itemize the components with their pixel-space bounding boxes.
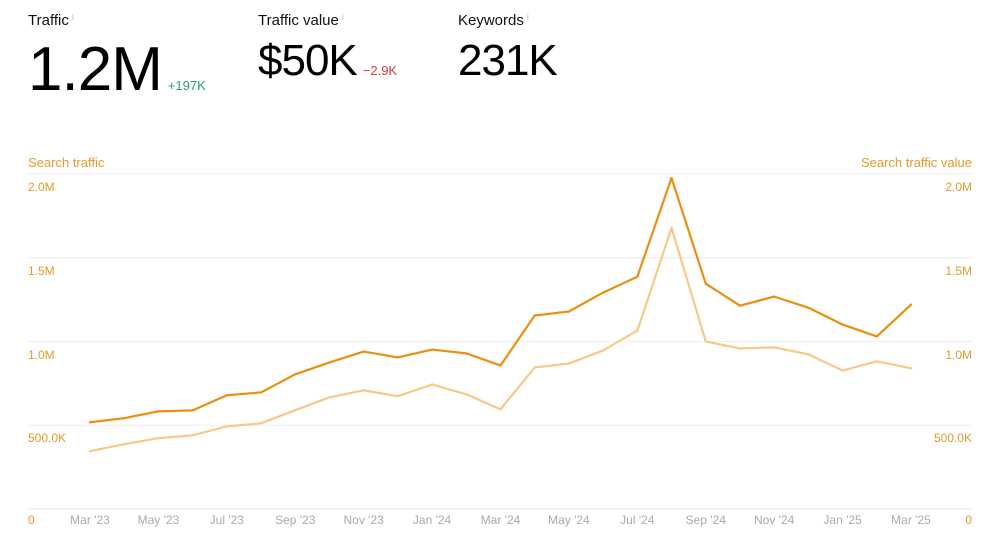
right-tick-label: 0 — [965, 513, 972, 527]
keywords-label: Keywords — [458, 12, 524, 29]
data-point[interactable] — [328, 361, 331, 364]
left-tick-label: 0 — [28, 513, 35, 527]
left-tick-label: 1.5M — [28, 263, 55, 278]
right-tick-label: 500.0K — [933, 431, 972, 446]
data-point[interactable] — [875, 335, 878, 338]
data-point[interactable] — [259, 391, 263, 394]
keywords-value: 231K — [458, 36, 558, 85]
right-tick-label: 1.0M — [945, 347, 972, 362]
data-point[interactable] — [294, 373, 297, 376]
data-point[interactable] — [191, 409, 194, 412]
right-tick-label: 2.0M — [945, 180, 972, 194]
info-icon[interactable]: i — [341, 12, 344, 22]
x-tick-label: Sep '24 — [685, 513, 726, 527]
left-tick-label: 500.0K — [28, 431, 67, 446]
data-point[interactable] — [499, 364, 502, 367]
data-point[interactable] — [88, 421, 92, 424]
x-tick-label: Nov '24 — [754, 513, 795, 527]
data-point[interactable] — [670, 226, 673, 230]
data-point[interactable] — [772, 295, 776, 298]
left-axis-title: Search traffic — [28, 155, 105, 170]
x-tick-label: Nov '23 — [343, 513, 384, 527]
data-point[interactable] — [601, 349, 605, 352]
data-point[interactable] — [499, 408, 502, 411]
data-point[interactable] — [294, 408, 297, 412]
data-point[interactable] — [430, 348, 434, 351]
data-point[interactable] — [601, 291, 605, 294]
traffic-delta: +197K — [167, 78, 206, 93]
x-tick-label: May '23 — [137, 513, 180, 527]
traffic-label: Traffic — [28, 12, 69, 29]
info-icon[interactable]: i — [526, 12, 529, 22]
data-point[interactable] — [123, 443, 126, 446]
x-tick-label: Mar '24 — [480, 513, 521, 527]
data-point[interactable] — [533, 314, 536, 317]
metric-traffic: Traffic i 1.2M +197K — [28, 12, 206, 101]
data-point[interactable] — [909, 367, 913, 370]
data-point[interactable] — [807, 353, 810, 356]
data-point[interactable] — [88, 450, 92, 453]
series-line-value — [89, 226, 912, 453]
data-point[interactable] — [670, 176, 673, 180]
data-point[interactable] — [567, 310, 571, 313]
left-tick-label: 2.0M — [28, 180, 55, 194]
data-point[interactable] — [362, 389, 365, 392]
data-point[interactable] — [396, 395, 400, 398]
series-line-traffic — [89, 176, 912, 424]
data-point[interactable] — [225, 425, 229, 428]
data-point[interactable] — [157, 436, 160, 440]
right-axis-title: Search traffic value — [860, 155, 972, 170]
metric-traffic-value: Traffic value i $50K −2.9K — [258, 12, 397, 83]
data-point[interactable] — [430, 383, 434, 386]
x-tick-label: May '24 — [548, 513, 590, 527]
x-tick-label: Mar '25 — [891, 513, 931, 527]
data-point[interactable] — [465, 393, 468, 396]
left-tick-label: 1.0M — [28, 347, 55, 362]
data-point[interactable] — [533, 366, 536, 369]
data-point[interactable] — [191, 434, 194, 437]
data-point[interactable] — [841, 323, 844, 326]
data-point[interactable] — [328, 396, 331, 399]
info-icon[interactable]: i — [71, 12, 74, 22]
data-point[interactable] — [909, 303, 913, 306]
data-point[interactable] — [123, 417, 126, 420]
data-point[interactable] — [259, 422, 263, 425]
x-tick-label: Jul '23 — [209, 513, 244, 527]
data-point[interactable] — [567, 362, 571, 365]
traffic-value-value: $50K — [258, 36, 358, 85]
data-point[interactable] — [738, 347, 742, 350]
x-tick-label: Jan '25 — [823, 513, 862, 527]
traffic-value-label: Traffic value — [258, 12, 339, 29]
data-point[interactable] — [362, 350, 365, 353]
traffic-value-delta: −2.9K — [362, 63, 398, 78]
x-tick-label: Jan '24 — [412, 513, 452, 527]
data-point[interactable] — [636, 329, 639, 332]
data-point[interactable] — [636, 275, 639, 278]
right-tick-label: 1.5M — [945, 263, 972, 278]
traffic-value: 1.2M — [28, 35, 163, 104]
data-point[interactable] — [807, 306, 810, 309]
data-point[interactable] — [157, 410, 160, 413]
data-point[interactable] — [772, 346, 776, 349]
data-point[interactable] — [738, 304, 742, 307]
metric-keywords: Keywords i 231K — [458, 12, 558, 85]
data-point[interactable] — [704, 282, 707, 285]
data-point[interactable] — [396, 356, 400, 359]
data-point[interactable] — [875, 360, 878, 363]
x-tick-label: Mar '23 — [70, 513, 110, 527]
x-tick-label: Sep '23 — [275, 513, 316, 527]
data-point[interactable] — [225, 394, 229, 397]
data-point[interactable] — [841, 369, 844, 372]
x-tick-label: Jul '24 — [620, 513, 655, 527]
data-point[interactable] — [465, 352, 468, 355]
data-point[interactable] — [704, 340, 707, 343]
